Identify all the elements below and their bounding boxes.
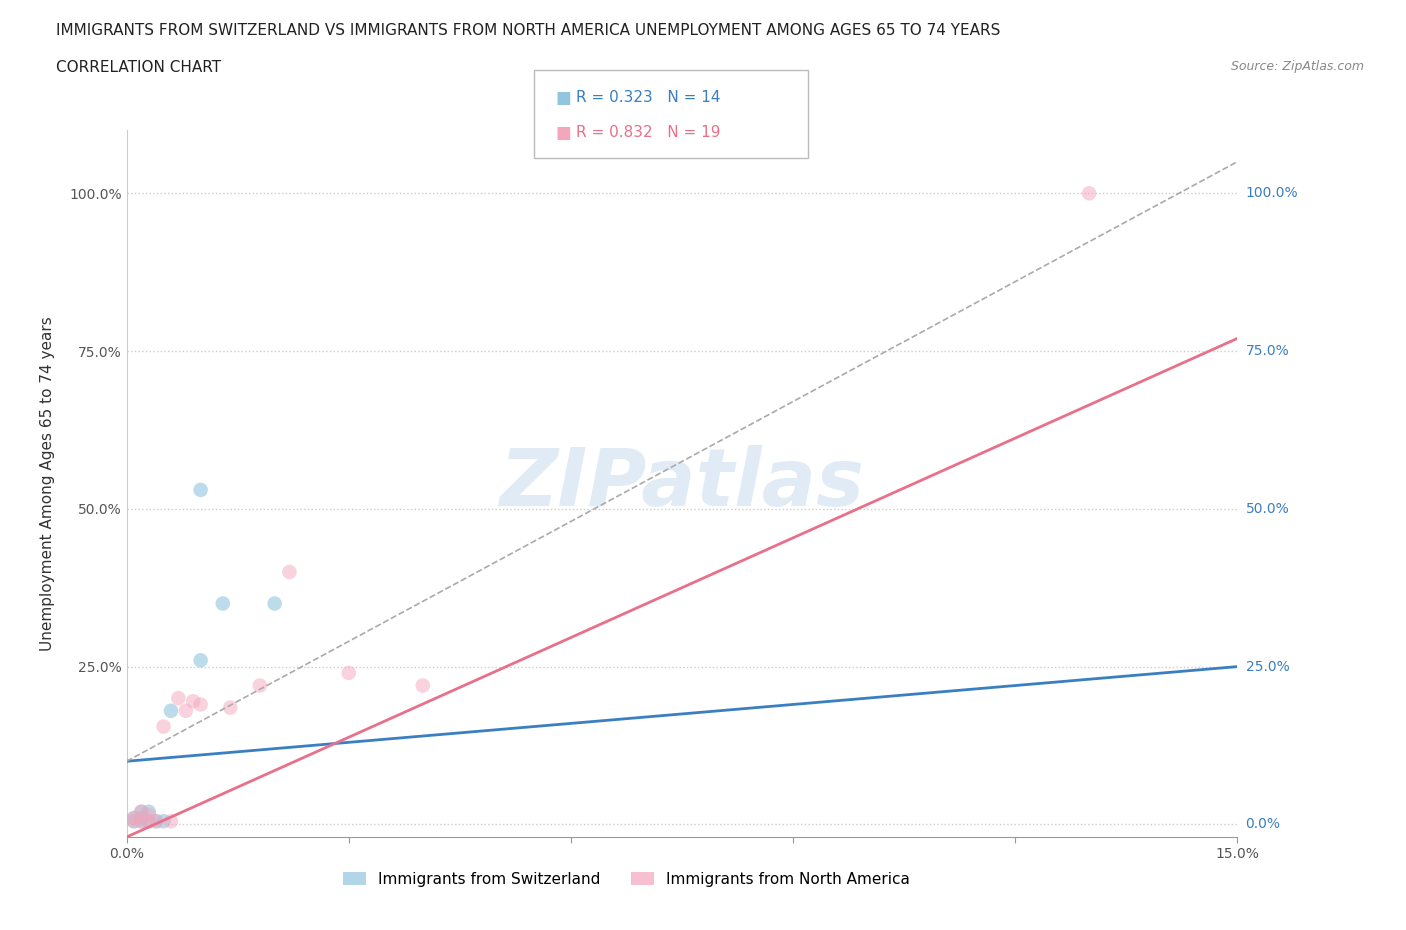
Point (152, 814, 174, 829)
Point (138, 814, 160, 829)
Point (337, 666, 360, 681)
Point (160, 703, 183, 718)
Point (211, 596, 233, 611)
Text: IMMIGRANTS FROM SWITZERLAND VS IMMIGRANTS FROM NORTH AMERICA UNEMPLOYMENT AMONG : IMMIGRANTS FROM SWITZERLAND VS IMMIGRANT… (56, 23, 1001, 38)
Point (249, 678, 271, 693)
Text: 50.0%: 50.0% (1246, 502, 1289, 516)
Text: ■: ■ (555, 124, 571, 142)
Point (219, 700, 242, 715)
Point (412, 678, 434, 693)
Text: 75.0%: 75.0% (1246, 344, 1289, 358)
Y-axis label: Unemployment Among Ages 65 to 74 years: Unemployment Among Ages 65 to 74 years (41, 316, 55, 651)
Text: ■: ■ (555, 88, 571, 107)
Point (190, 653, 212, 668)
Point (122, 811, 145, 826)
Text: 0.0%: 0.0% (1246, 817, 1281, 831)
Point (174, 703, 197, 718)
Text: ZIPatlas: ZIPatlas (499, 445, 865, 523)
Text: 25.0%: 25.0% (1246, 659, 1289, 673)
Point (131, 814, 153, 829)
Text: R = 0.832   N = 19: R = 0.832 N = 19 (576, 126, 721, 140)
Point (190, 698, 212, 712)
Point (181, 694, 204, 709)
Legend: Immigrants from Switzerland, Immigrants from North America: Immigrants from Switzerland, Immigrants … (336, 866, 917, 893)
Point (122, 811, 145, 826)
Point (278, 565, 301, 579)
Point (131, 814, 153, 829)
Point (190, 483, 212, 498)
Point (138, 814, 160, 829)
Point (152, 719, 174, 734)
Point (167, 691, 190, 706)
Point (122, 814, 145, 829)
Point (131, 804, 153, 819)
Point (138, 807, 160, 822)
Point (131, 804, 153, 819)
Text: R = 0.323   N = 14: R = 0.323 N = 14 (576, 90, 721, 105)
Text: 100.0%: 100.0% (1246, 186, 1298, 200)
Point (263, 596, 285, 611)
Point (122, 814, 145, 829)
Point (138, 804, 160, 819)
Point (145, 814, 167, 829)
Text: CORRELATION CHART: CORRELATION CHART (56, 60, 221, 75)
Point (131, 811, 153, 826)
Point (145, 814, 167, 829)
Text: Source: ZipAtlas.com: Source: ZipAtlas.com (1230, 60, 1364, 73)
Point (1078, 186, 1101, 201)
Point (160, 814, 183, 829)
